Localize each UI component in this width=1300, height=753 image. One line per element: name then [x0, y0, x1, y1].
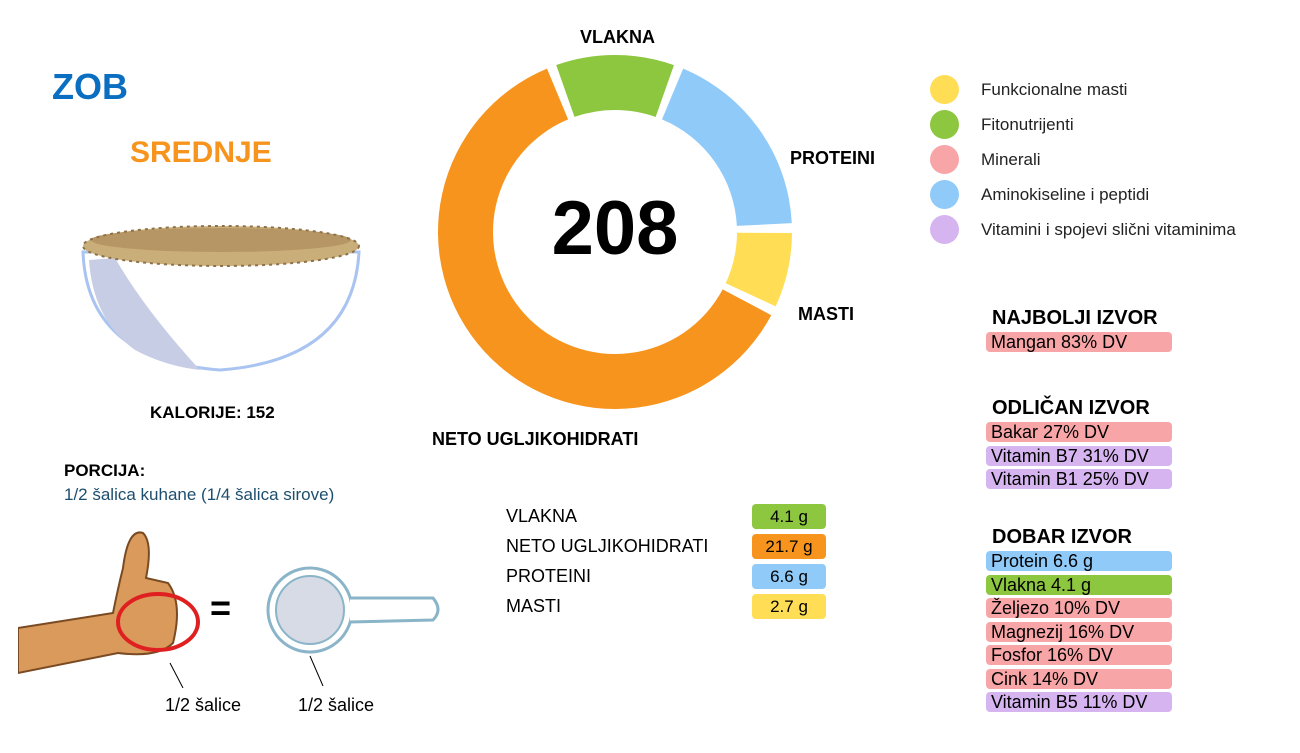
oatmeal-bowl-illustration [81, 225, 361, 372]
source-heading: DOBAR IZVOR [992, 526, 1132, 548]
macro-value: 6.6 g [752, 563, 826, 589]
nutrient-tag: Željezo 10% DV [986, 598, 1172, 618]
nutrient-tag: Cink 14% DV [986, 668, 1172, 689]
nutrient-tag: Mangan 83% DV [986, 332, 1172, 352]
donut-slice-carbs [437, 68, 772, 410]
macro-label: VLAKNA [506, 505, 578, 526]
macro-label: MASTI [506, 595, 562, 616]
legend-dot [930, 145, 959, 174]
legend-item: Vitamini i spojevi slični vitaminima [930, 212, 1236, 247]
legend-dot [930, 75, 959, 104]
legend-item: Funkcionalne masti [930, 72, 1236, 107]
donut-label-fiber: VLAKNA [580, 27, 655, 47]
legend-item: Minerali [930, 142, 1236, 177]
donut-label-carbs: NETO UGLJIKOHIDRATI [432, 429, 639, 449]
macro-table: VLAKNA 4.1 g NETO UGLJIKOHIDRATI 21.7 g PROT… [506, 501, 826, 621]
best-source-section: NAJBOLJI IZVOR Mangan 83% DV [986, 307, 1172, 356]
macro-row: VLAKNA 4.1 g [506, 501, 826, 531]
macro-value: 21.7 g [752, 533, 826, 559]
macro-row: PROTEINI 6.6 g [506, 561, 826, 591]
nutrient-tag: Protein 6.6 g [986, 551, 1172, 571]
nutrient-tag: Bakar 27% DV [986, 422, 1172, 442]
source-heading: ODLIČAN IZVOR [992, 397, 1150, 419]
macro-label: PROTEINI [506, 565, 592, 586]
donut-label-protein: PROTEINI [790, 148, 876, 168]
legend: Funkcionalne masti Fitonutrijenti Minera… [930, 72, 1236, 247]
legend-dot [930, 180, 959, 209]
total-calories: 208 [551, 186, 679, 271]
cup-caption: 1/2 šalice [298, 695, 375, 715]
nutrient-tag: Fosfor 16% DV [986, 645, 1172, 665]
legend-label: Funkcionalne masti [981, 79, 1128, 99]
donut-slice-protein [661, 68, 792, 226]
portion-text: 1/2 šalica kuhane (1/4 šalica sirove) [64, 485, 335, 504]
legend-item: Fitonutrijenti [930, 107, 1236, 142]
legend-label: Minerali [981, 149, 1041, 169]
food-title: ZOB [52, 66, 128, 107]
macro-label: NETO UGLJIKOHIDRATI [506, 535, 709, 556]
legend-item: Aminokiseline i peptidi [930, 177, 1236, 212]
nutrient-tag: Vlakna 4.1 g [986, 574, 1172, 595]
calories-label: KALORIJE: 152 [150, 403, 275, 422]
macro-row: NETO UGLJIKOHIDRATI 21.7 g [506, 531, 826, 561]
legend-label: Vitamini i spojevi slični vitaminima [981, 219, 1236, 239]
legend-dot [930, 110, 959, 139]
portion-illustration: = [18, 531, 440, 688]
portion-heading: PORCIJA: [64, 461, 146, 480]
processing-level: SREDNJE [130, 136, 272, 169]
excellent-source-section: ODLIČAN IZVOR Bakar 27% DV Vitamin B7 31% … [986, 397, 1172, 493]
equals-sign: = [210, 587, 231, 628]
measuring-cup-icon [266, 566, 440, 654]
legend-label: Aminokiseline i peptidi [981, 184, 1150, 204]
donut-label-fat: MASTI [798, 304, 854, 324]
source-heading: NAJBOLJI IZVOR [992, 307, 1158, 329]
macro-value: 2.7 g [752, 593, 826, 619]
donut-slice-fiber [556, 55, 674, 117]
thumb-hand-icon [18, 531, 200, 675]
nutrient-tag: Magnezij 16% DV [986, 621, 1172, 642]
nutrient-tag: Vitamin B5 11% DV [986, 692, 1172, 712]
nutrient-tag: Vitamin B7 31% DV [986, 445, 1172, 466]
good-source-section: DOBAR IZVOR Protein 6.6 g Vlakna 4.1 g Želj… [986, 526, 1172, 716]
hand-caption: 1/2 šalice [165, 695, 242, 715]
nutrient-tag: Vitamin B1 25% DV [986, 469, 1172, 489]
donut-slice-fat [725, 232, 792, 307]
legend-dot [930, 215, 959, 244]
macro-row: MASTI 2.7 g [506, 591, 826, 621]
legend-label: Fitonutrijenti [981, 114, 1074, 134]
macro-value: 4.1 g [752, 503, 826, 529]
